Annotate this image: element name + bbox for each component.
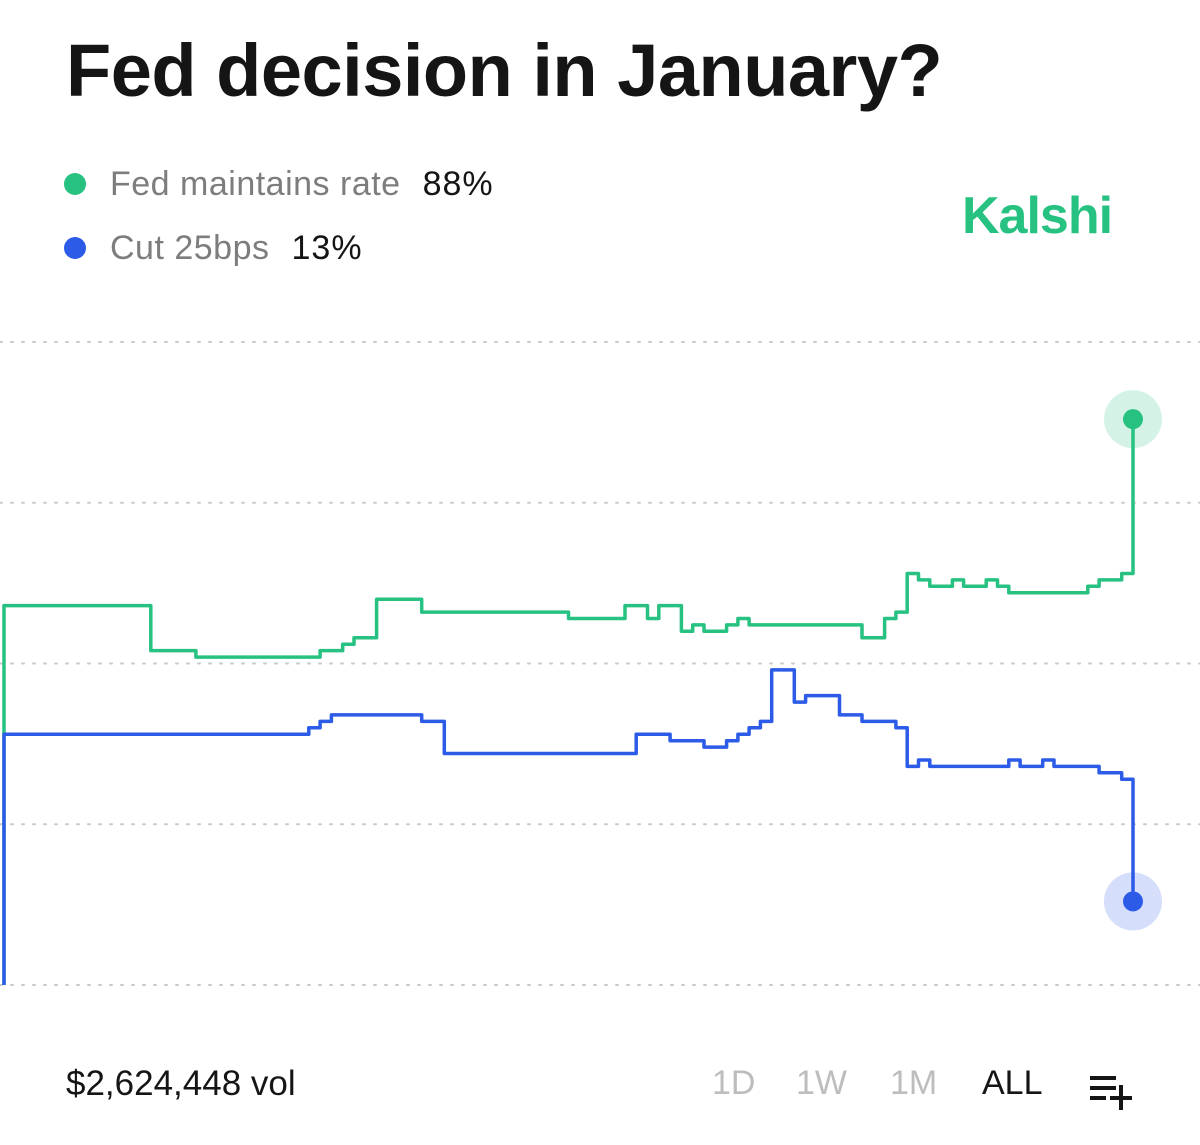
legend-dot-cut-icon bbox=[64, 237, 86, 259]
volume-label: $2,624,448 vol bbox=[66, 1064, 296, 1103]
legend-value-cut: 13% bbox=[291, 228, 363, 267]
legend-item-cut: Cut 25bps 13% bbox=[64, 224, 494, 272]
list-add-icon[interactable] bbox=[1088, 1070, 1136, 1110]
end-point-marker bbox=[1123, 409, 1143, 430]
range-1d-button[interactable]: 1D bbox=[712, 1064, 756, 1102]
kalshi-logo: Kalshi bbox=[962, 187, 1113, 245]
legend-label-cut: Cut 25bps bbox=[110, 228, 270, 267]
legend-item-maintains: Fed maintains rate 88% bbox=[64, 160, 494, 208]
series-line-cut bbox=[2, 668, 1135, 985]
legend-label-maintains: Fed maintains rate bbox=[110, 164, 401, 203]
range-1m-button[interactable]: 1M bbox=[890, 1064, 938, 1102]
range-selector: 1D 1W 1M ALL bbox=[700, 1064, 1180, 1112]
series-line-maintains bbox=[2, 419, 1135, 985]
range-all-button[interactable]: ALL bbox=[982, 1064, 1043, 1102]
chart-legend: Fed maintains rate 88% Cut 25bps 13% bbox=[64, 160, 494, 288]
price-chart bbox=[0, 341, 1200, 986]
legend-dot-maintains-icon bbox=[64, 173, 86, 195]
end-point-marker bbox=[1123, 891, 1143, 912]
range-1w-button[interactable]: 1W bbox=[796, 1064, 847, 1102]
page-title: Fed decision in January? bbox=[66, 29, 943, 112]
legend-value-maintains: 88% bbox=[422, 164, 494, 203]
